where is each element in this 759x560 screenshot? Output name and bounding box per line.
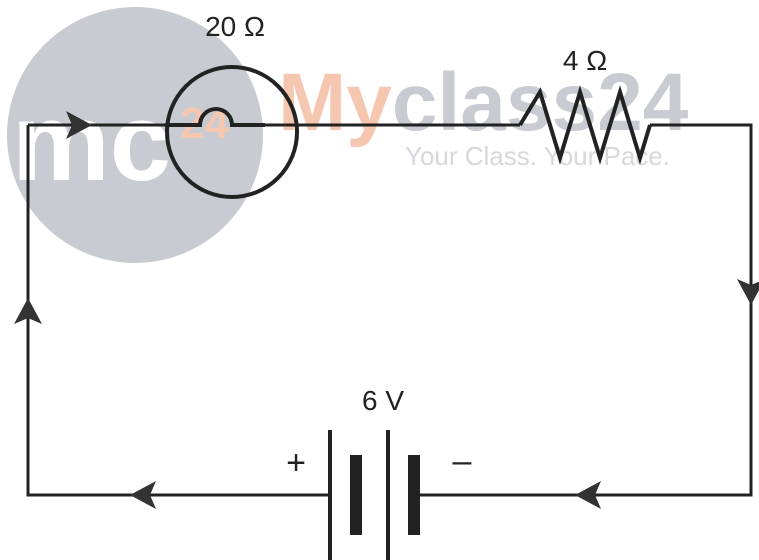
wire-bottom-left: [26, 125, 330, 497]
watermark-logo-text: mc: [12, 81, 171, 204]
lamp-filament: [165, 107, 265, 127]
lamp-bulb-circle: [165, 65, 299, 199]
resistor-label: 4 Ω: [563, 45, 607, 76]
battery-negative-sign: –: [453, 442, 472, 480]
battery-positive-sign: +: [286, 444, 306, 482]
wire-top-right: [412, 123, 753, 497]
arrow-right-down: [737, 279, 759, 305]
lamp: [165, 65, 299, 199]
arrow-bottom-left-right: [575, 481, 601, 509]
watermark-brand: Myclass24: [278, 57, 689, 148]
watermark-tagline: Your Class. Your Pace.: [405, 141, 670, 171]
watermark-brand-rest: class24: [392, 57, 689, 148]
resistor: [518, 85, 652, 165]
current-arrows: [14, 111, 759, 509]
watermark-logo-circle: [7, 7, 263, 263]
arrow-bottom-left-left: [130, 481, 156, 509]
battery-plate-long-2: [386, 430, 390, 560]
battery-plate-short-2: [408, 455, 420, 535]
battery: [328, 430, 420, 560]
arrow-top-right: [66, 111, 92, 139]
arrow-left-up: [14, 298, 42, 324]
battery-plate-short-1: [350, 455, 362, 535]
battery-label: 6 V: [362, 385, 404, 416]
lamp-label: 20 Ω: [205, 11, 265, 42]
battery-plate-long-1: [328, 430, 332, 560]
